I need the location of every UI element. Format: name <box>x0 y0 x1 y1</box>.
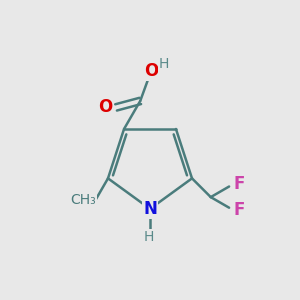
Text: F: F <box>234 201 245 219</box>
Text: CH₃: CH₃ <box>70 193 96 207</box>
Text: H: H <box>143 230 154 244</box>
Text: F: F <box>234 175 245 193</box>
Text: H: H <box>159 57 169 71</box>
Text: N: N <box>143 200 157 218</box>
Text: O: O <box>145 61 159 80</box>
Text: O: O <box>98 98 112 116</box>
